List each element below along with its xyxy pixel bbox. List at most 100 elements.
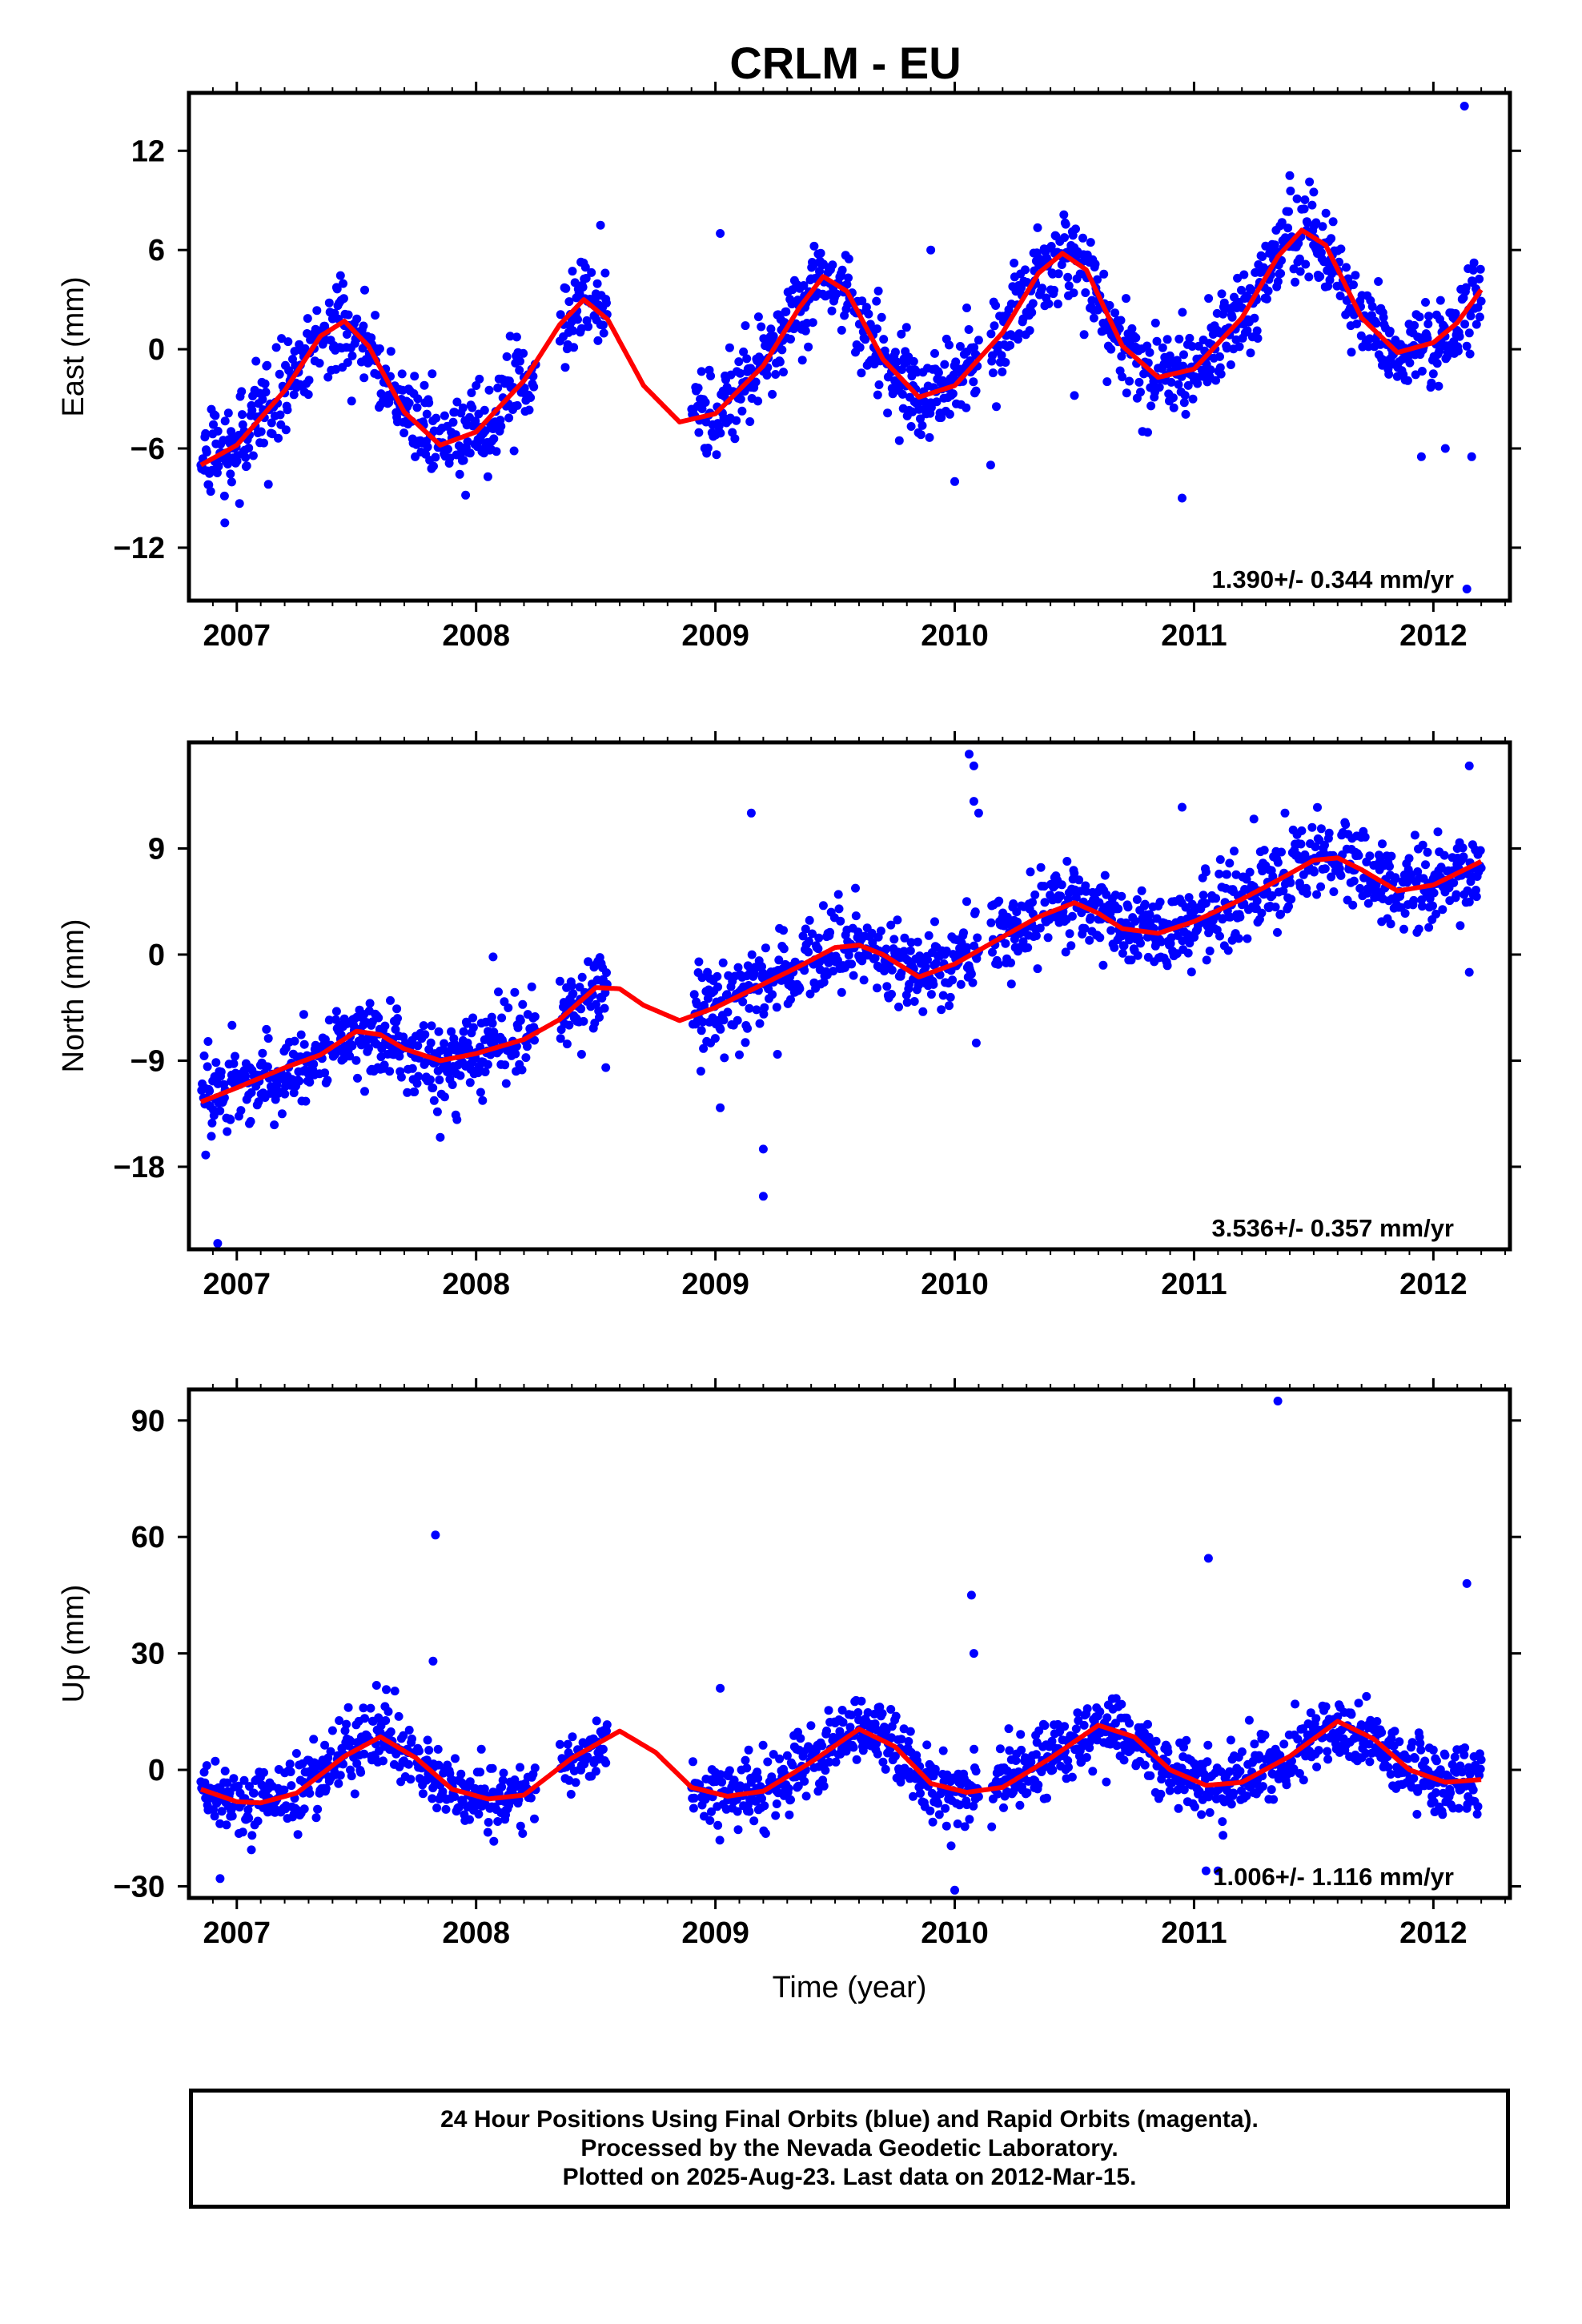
outlier-point <box>1309 187 1319 197</box>
data-point <box>901 323 911 332</box>
outlier-point <box>716 1103 725 1112</box>
data-point <box>733 1825 743 1835</box>
data-point <box>365 999 375 1008</box>
data-point <box>733 1807 742 1816</box>
data-point <box>1204 1792 1214 1802</box>
data-point <box>1033 223 1042 232</box>
data-point <box>380 1021 390 1031</box>
data-point <box>873 390 882 400</box>
data-point <box>859 975 869 985</box>
data-point <box>768 990 777 999</box>
data-point <box>1134 377 1144 387</box>
data-point <box>1409 895 1419 905</box>
y-tick-label: 0 <box>148 939 165 972</box>
data-point <box>739 347 749 356</box>
data-point <box>1174 334 1184 344</box>
data-point <box>899 947 909 956</box>
data-point <box>832 289 841 299</box>
outlier-point <box>1416 452 1426 461</box>
data-point <box>1117 1699 1126 1709</box>
data-point <box>393 1014 402 1023</box>
data-point <box>1250 1739 1259 1749</box>
data-point <box>697 367 706 376</box>
data-point <box>263 1034 273 1043</box>
data-point <box>699 1043 709 1053</box>
data-point <box>1162 961 1172 971</box>
data-point <box>1226 1735 1235 1745</box>
data-point <box>412 1079 422 1088</box>
data-point <box>696 1067 705 1076</box>
data-point <box>452 397 462 407</box>
data-point <box>1291 277 1300 287</box>
data-point <box>837 987 846 997</box>
data-point <box>689 1803 698 1813</box>
data-point <box>1237 1747 1247 1756</box>
data-point <box>822 1726 831 1735</box>
outlier-point <box>1440 444 1450 453</box>
data-point <box>909 356 918 366</box>
data-point <box>694 428 704 437</box>
data-point <box>592 1716 601 1726</box>
plot-frame <box>187 740 1512 1252</box>
data-point <box>444 444 452 454</box>
data-point <box>404 1725 414 1735</box>
data-point <box>1365 851 1375 861</box>
data-point <box>505 332 515 341</box>
data-point <box>750 969 759 979</box>
outlier-point <box>436 1132 445 1142</box>
data-point <box>216 1068 226 1076</box>
outlier-point <box>746 808 756 818</box>
data-point <box>930 348 939 358</box>
data-point <box>768 389 777 399</box>
data-point <box>367 333 376 343</box>
data-point <box>959 928 968 938</box>
data-point <box>1242 875 1251 884</box>
data-point <box>1461 283 1471 292</box>
data-point <box>1255 1751 1264 1760</box>
data-point <box>1403 1754 1412 1763</box>
data-point <box>693 999 701 1009</box>
data-point <box>478 1096 488 1105</box>
data-point <box>1070 869 1079 878</box>
data-point <box>1246 348 1255 358</box>
data-point <box>440 411 449 420</box>
data-point <box>1273 858 1283 867</box>
data-point <box>324 1015 334 1025</box>
data-point <box>422 409 432 419</box>
data-point <box>1282 1780 1291 1790</box>
data-point <box>1450 1752 1460 1762</box>
data-point <box>1117 891 1126 901</box>
data-point <box>784 1783 793 1793</box>
data-points <box>196 1397 1486 1895</box>
data-point <box>202 448 211 457</box>
data-point <box>509 446 519 456</box>
data-point <box>1345 304 1355 313</box>
data-point <box>258 1048 267 1058</box>
data-point <box>1417 902 1427 911</box>
data-point <box>719 1015 729 1025</box>
data-point <box>1230 846 1239 856</box>
data-point <box>993 1789 1002 1799</box>
data-point <box>849 971 858 980</box>
data-point <box>1071 224 1080 234</box>
data-point <box>716 1770 725 1779</box>
plot-frame <box>187 90 1512 603</box>
data-point <box>1262 294 1271 304</box>
data-point <box>527 982 536 991</box>
data-point <box>516 356 524 366</box>
data-point <box>1136 939 1145 948</box>
data-point <box>714 421 724 431</box>
data-point <box>1050 285 1058 295</box>
data-point <box>227 1811 237 1821</box>
outlier-point <box>484 1027 493 1036</box>
data-point <box>423 442 432 452</box>
data-point <box>267 418 276 428</box>
data-point <box>1299 204 1309 214</box>
data-point <box>396 1072 406 1082</box>
y-axis-label: East (mm) <box>57 276 90 416</box>
data-point <box>894 1002 903 1011</box>
data-point <box>1021 265 1030 275</box>
data-point <box>755 1019 765 1028</box>
data-point <box>570 278 580 287</box>
data-point <box>358 344 367 353</box>
